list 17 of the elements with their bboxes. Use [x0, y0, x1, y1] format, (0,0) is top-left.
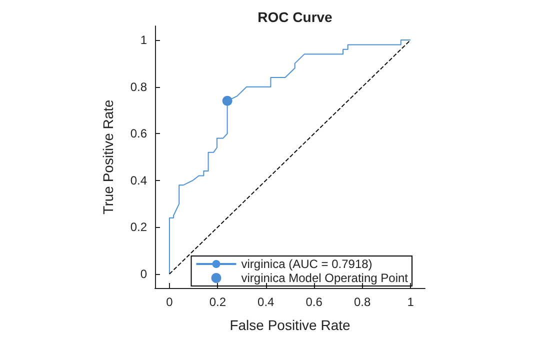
- x-tick-label: 0.8: [354, 295, 371, 309]
- y-tick-label: 0.6: [130, 126, 148, 141]
- y-tick-label: 0.8: [130, 80, 148, 94]
- legend-label: virginica (AUC = 0.7918): [241, 257, 372, 271]
- y-tick-label: 0.2: [130, 220, 148, 234]
- x-tick-label: 1: [407, 295, 414, 309]
- y-tick-label: 0: [140, 266, 148, 281]
- chart-title: ROC Curve: [258, 9, 333, 25]
- y-tick-label: 0.4: [130, 173, 148, 188]
- x-tick-label: 0.4: [258, 295, 275, 309]
- x-axis-title: False Positive Rate: [230, 317, 351, 333]
- x-tick-label: 0.6: [306, 295, 323, 309]
- y-tick-label: 1: [140, 33, 148, 48]
- legend-label: virginica Model Operating Point: [241, 271, 409, 285]
- x-tick-label: 0: [166, 295, 174, 309]
- y-axis-title: True Positive Rate: [100, 99, 116, 214]
- x-tick-label: 0.2: [209, 295, 226, 309]
